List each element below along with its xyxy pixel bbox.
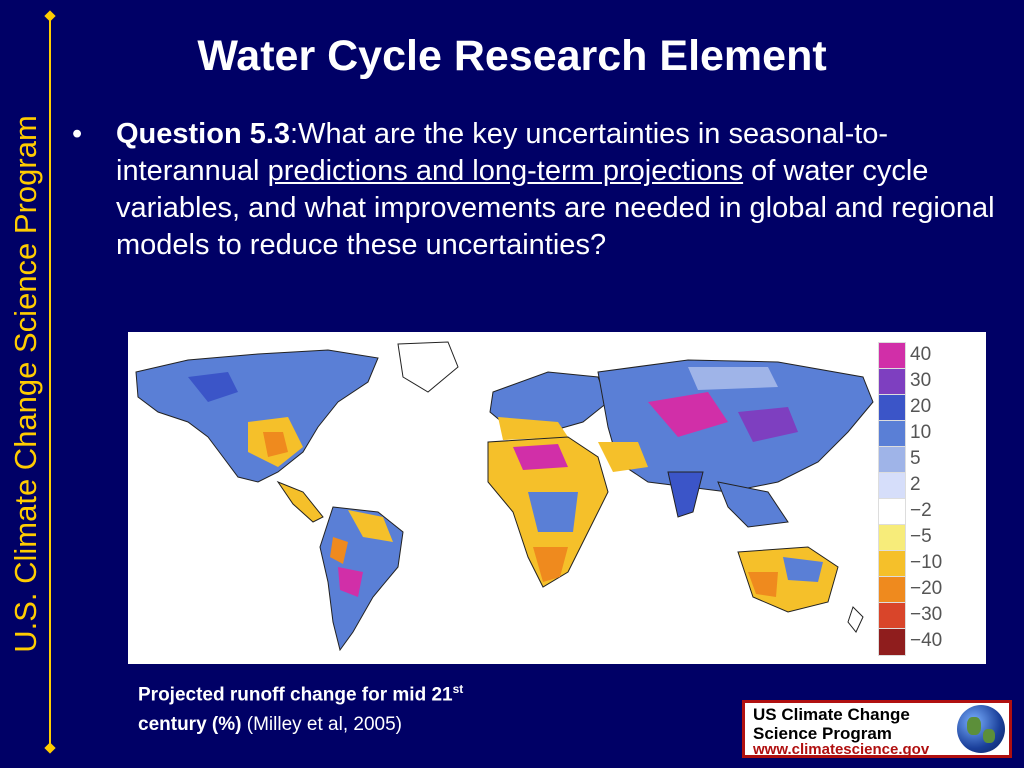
central-america-region [276, 480, 324, 523]
sidebar-bottom-diamond [44, 742, 56, 754]
asia-wet-patch-2 [738, 407, 798, 442]
legend-label: −40 [910, 630, 943, 651]
legend-label: −2 [910, 500, 932, 521]
middle-east-dry [598, 442, 648, 472]
caption-citation: (Milley et al, 2005) [241, 714, 402, 736]
legend-label: −20 [910, 578, 943, 599]
legend-label: 40 [910, 344, 932, 365]
slide-title: Water Cycle Research Element [197, 32, 827, 80]
sa-dry-patch-2 [330, 537, 348, 564]
india-region [667, 471, 704, 518]
asia-north-patch [688, 367, 778, 390]
na-dry-patch-2 [263, 432, 288, 457]
legend-swatch [878, 602, 906, 630]
australia-wet-patch [783, 557, 823, 582]
legend-label: 20 [910, 396, 932, 417]
caption-superscript: st [452, 682, 464, 696]
sa-wet-patch [338, 567, 363, 597]
legend-label: −30 [910, 604, 943, 625]
europe-dry-patch [498, 417, 568, 440]
logo-url: www.climatescience.gov [753, 741, 930, 758]
africa-wet-patch [513, 444, 568, 470]
question-colon: : [290, 118, 299, 150]
logo-title-line2: Science Program [753, 724, 892, 743]
legend-swatch [878, 420, 906, 448]
sidebar-divider-line [49, 16, 51, 748]
globe-icon [957, 705, 1005, 753]
new-zealand [847, 606, 864, 633]
legend-label: 5 [910, 448, 921, 469]
legend-swatch [878, 446, 906, 474]
caption-bold-part1: Projected runoff change for mid 21 [138, 684, 453, 706]
logo-title-line1: US Climate Change [753, 705, 910, 724]
africa-south-dry [533, 547, 568, 582]
africa-central-wet [528, 492, 578, 532]
bullet-marker: • [72, 118, 83, 150]
sa-dry-patch [348, 510, 393, 542]
legend-swatch [878, 368, 906, 396]
legend-swatch [878, 472, 906, 500]
question-underlined-text: predictions and long-term projections [267, 155, 744, 187]
legend-swatch [878, 628, 906, 656]
legend-label: 30 [910, 370, 932, 391]
logo-title: US Climate Change Science Program [753, 705, 910, 743]
legend-swatch [878, 576, 906, 604]
caption-bold-part2: century (%) [138, 714, 242, 736]
australia-dry-patch [748, 572, 778, 597]
se-asia-region [717, 481, 789, 528]
runoff-map-figure: 40 30 20 10 5 2 −2 −5 −10 −20 −30 −40 [128, 332, 986, 664]
figure-caption: Projected runoff change for mid 21st cen… [138, 674, 463, 740]
question-text: Question 5.3:What are the key uncertaint… [116, 116, 996, 264]
map-legend: 40 30 20 10 5 2 −2 −5 −10 −20 −30 −40 [878, 342, 978, 660]
legend-swatch [878, 342, 906, 370]
world-map-image [135, 341, 874, 652]
asia-wet-patch [648, 392, 728, 437]
sidebar-top-diamond [44, 10, 56, 22]
sidebar: U.S. Climate Change Science Program [0, 0, 100, 768]
sidebar-program-name: U.S. Climate Change Science Program [8, 109, 44, 659]
question-text-part1: What are the key uncertainties in season… [116, 118, 889, 187]
legend-swatch [878, 498, 906, 526]
legend-swatch [878, 394, 906, 422]
north-america-region [135, 349, 379, 483]
legend-label: 10 [910, 422, 932, 443]
legend-swatch [878, 550, 906, 578]
legend-label: 2 [910, 474, 921, 495]
question-label: Question 5.3 [116, 118, 291, 150]
question-text-part2: of water cycle variables, and what impro… [116, 155, 995, 261]
legend-label: −5 [910, 526, 932, 547]
greenland [397, 341, 459, 393]
na-wet-patch [188, 372, 238, 402]
europe-region [489, 371, 609, 433]
program-logo: US Climate Change Science Program www.cl… [742, 700, 1012, 758]
legend-label: −10 [910, 552, 943, 573]
legend-swatch [878, 524, 906, 552]
